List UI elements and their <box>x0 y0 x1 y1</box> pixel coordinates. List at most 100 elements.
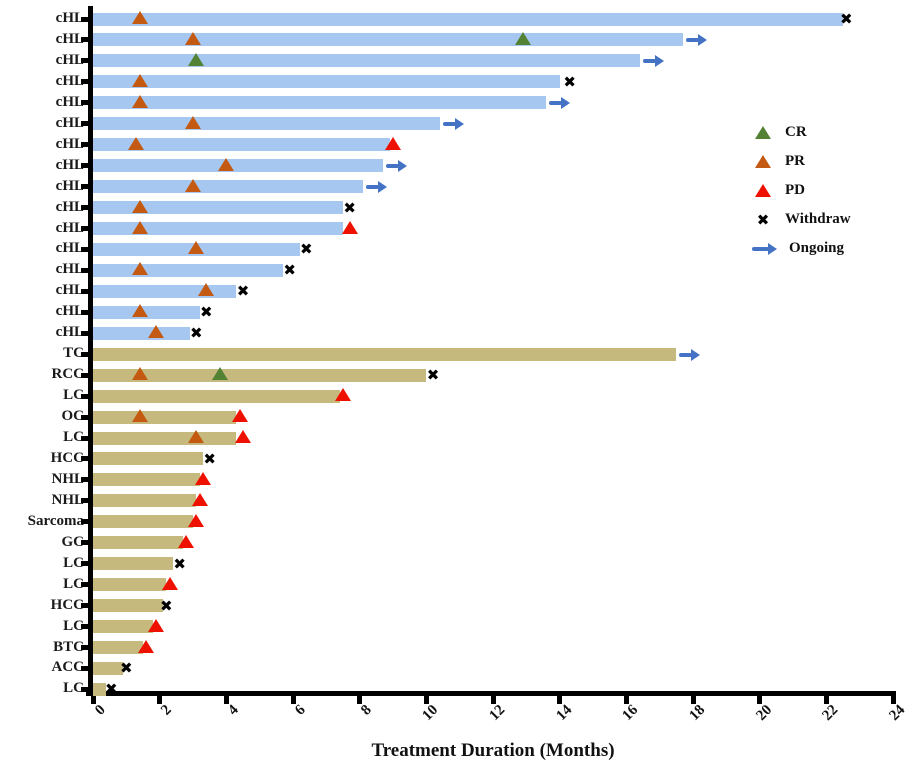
withdraw-x-marker: ✖ <box>120 659 133 678</box>
y-tick-mark <box>81 121 88 127</box>
pd-triangle-marker <box>188 513 205 527</box>
withdraw-x-marker: ✖ <box>173 554 186 573</box>
x-tick-label: 18 <box>686 702 709 724</box>
row-label: LC <box>63 554 84 571</box>
x-tick-mark <box>90 696 96 704</box>
row-label: LC <box>63 387 84 404</box>
cr-triangle-marker <box>188 52 205 66</box>
row-label: cHL <box>55 114 84 131</box>
x-tick-label: 14 <box>553 702 575 724</box>
pr-triangle-marker <box>198 283 215 297</box>
row-label: LC <box>63 617 84 634</box>
duration-bar <box>93 557 173 571</box>
pr-triangle-marker <box>188 241 205 255</box>
y-tick-mark <box>81 226 88 231</box>
pr-triangle-marker <box>131 220 148 234</box>
y-tick-mark <box>81 184 88 190</box>
row-label: cHL <box>55 72 84 89</box>
withdraw-x-marker: ✖ <box>200 303 213 322</box>
duration-bar <box>93 180 363 194</box>
pr-triangle-marker <box>131 73 148 87</box>
pr-triangle-marker <box>131 11 148 24</box>
x-tick-label: 16 <box>619 702 642 724</box>
cr-triangle-marker <box>515 31 531 45</box>
duration-bar <box>93 368 427 382</box>
row-label: LC <box>63 680 84 697</box>
arrow-head <box>654 55 664 68</box>
duration-bar <box>93 515 193 529</box>
pd-triangle-marker <box>195 471 211 485</box>
duration-bar <box>93 599 163 613</box>
y-tick-mark <box>81 267 88 273</box>
row-label: NHL <box>51 491 84 508</box>
x-tick-mark <box>757 696 763 704</box>
arrow-stem <box>386 164 399 169</box>
cr-triangle-icon <box>752 126 774 139</box>
x-tick-label: 0 <box>91 702 109 719</box>
withdraw-x-marker: ✖ <box>343 198 356 217</box>
duration-bar <box>93 326 190 340</box>
row-label: BTC <box>53 638 84 655</box>
pd-triangle-marker <box>161 576 178 590</box>
x-tick-label: 10 <box>419 702 442 724</box>
withdraw-x-marker: ✖ <box>300 240 313 259</box>
duration-bar <box>93 201 343 215</box>
duration-bar <box>93 389 340 403</box>
duration-bar <box>93 347 677 361</box>
duration-bar <box>93 494 197 508</box>
y-tick-mark <box>81 519 88 525</box>
y-tick-mark <box>81 645 88 650</box>
row-label: NHL <box>51 470 84 487</box>
legend-item-pr: PR <box>752 147 851 176</box>
duration-bar <box>93 54 640 68</box>
arrow-stem <box>686 38 699 43</box>
y-tick-mark <box>81 246 88 252</box>
y-tick-mark <box>81 330 88 336</box>
x-tick-label: 4 <box>225 702 242 719</box>
row-label: LC <box>63 575 84 592</box>
x-tick-mark <box>423 696 429 704</box>
duration-bar <box>93 641 143 654</box>
x-tick-mark <box>357 696 363 704</box>
x-tick-label: 22 <box>819 702 842 724</box>
duration-bar <box>93 431 237 445</box>
withdraw-x-marker: ✖ <box>840 10 853 28</box>
pr-triangle-marker <box>131 262 148 276</box>
row-label: cHL <box>55 219 84 236</box>
y-tick-mark <box>81 603 88 609</box>
y-tick-mark <box>81 435 88 441</box>
duration-bar <box>93 452 203 466</box>
row-label: RCC <box>51 366 85 383</box>
pd-triangle-marker <box>385 136 401 150</box>
y-tick-mark <box>81 309 88 315</box>
pd-triangle-marker <box>191 492 208 506</box>
pd-triangle-marker <box>335 388 351 402</box>
y-tick-mark <box>81 540 88 546</box>
arrow-head <box>698 34 707 47</box>
withdraw-x-marker: ✖ <box>283 261 296 280</box>
duration-bar <box>93 410 237 424</box>
duration-bar <box>93 222 343 235</box>
row-label: cHL <box>55 240 84 257</box>
arrow-head <box>398 160 407 173</box>
row-label: cHL <box>55 324 84 341</box>
withdraw-x-marker: ✖ <box>203 449 216 468</box>
pr-triangle-marker <box>131 409 148 423</box>
legend-label-withdraw: Withdraw <box>785 211 851 227</box>
row-label: cHL <box>55 177 84 194</box>
row-label: Sarcoma <box>27 512 84 529</box>
y-tick-mark <box>81 393 88 399</box>
pr-triangle-marker <box>218 157 235 171</box>
row-label: cHL <box>55 10 84 26</box>
withdraw-x-marker: ✖ <box>105 680 118 699</box>
pd-triangle-marker <box>341 220 358 234</box>
arrow-head <box>691 348 701 361</box>
row-label: cHL <box>55 30 84 47</box>
duration-bar <box>93 620 153 634</box>
pr-triangle-marker <box>131 367 148 381</box>
y-tick-mark <box>81 142 88 148</box>
pr-triangle-icon <box>752 155 774 168</box>
legend: CR PR PD ✖ Withdraw Ongoing <box>752 118 851 263</box>
duration-bar <box>93 284 237 298</box>
